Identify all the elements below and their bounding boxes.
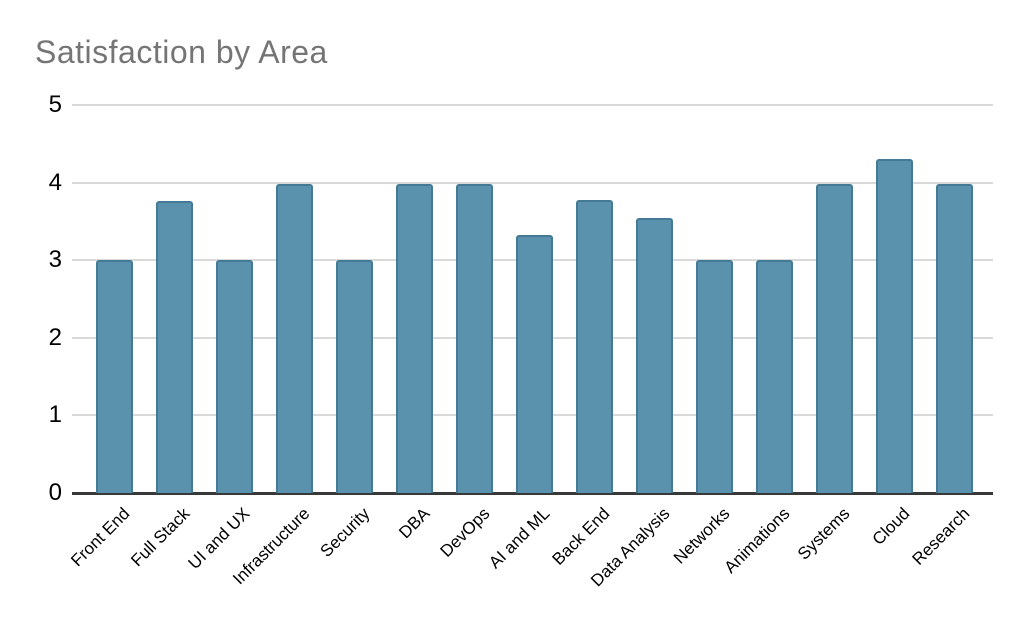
x-axis-line — [72, 492, 993, 495]
x-axis-label: Security — [316, 504, 374, 561]
bar-front-end — [96, 260, 133, 493]
gridline — [72, 104, 993, 106]
y-tick-label: 4 — [48, 168, 62, 196]
x-axis-label: Networks — [669, 504, 734, 568]
bar-animations — [756, 260, 793, 493]
x-axis-label: Systems — [793, 504, 854, 564]
chart-title: Satisfaction by Area — [35, 34, 328, 70]
y-tick-label: 2 — [48, 323, 62, 351]
y-tick-label: 3 — [48, 246, 62, 274]
bar-cloud — [876, 159, 913, 493]
bar-data-analysis — [636, 217, 673, 493]
y-tick-label: 0 — [48, 479, 62, 506]
x-axis-label: DBA — [395, 504, 434, 543]
bar-security — [336, 260, 373, 493]
bar-infrastructure — [276, 184, 313, 493]
y-tick-label: 1 — [48, 401, 62, 429]
bar-devops — [456, 184, 493, 493]
gridline — [72, 181, 993, 184]
bar-networks — [696, 260, 733, 493]
bar-research — [936, 184, 973, 493]
x-axis-label: AI and ML — [485, 504, 554, 573]
bar-ai-and-ml — [516, 234, 553, 493]
x-axis-label: Cloud — [868, 504, 914, 549]
x-axis-label: DevOps — [436, 504, 494, 561]
bar-back-end — [576, 199, 613, 493]
bar-ui-and-ux — [216, 260, 253, 493]
y-tick-label: 5 — [48, 91, 62, 118]
bar-systems — [816, 184, 853, 493]
bar-dba — [396, 184, 433, 493]
x-axis-label: Full Stack — [127, 504, 194, 571]
bar-full-stack — [156, 201, 193, 493]
x-axis-label: Front End — [67, 504, 134, 571]
x-axis-label: Research — [908, 504, 974, 569]
